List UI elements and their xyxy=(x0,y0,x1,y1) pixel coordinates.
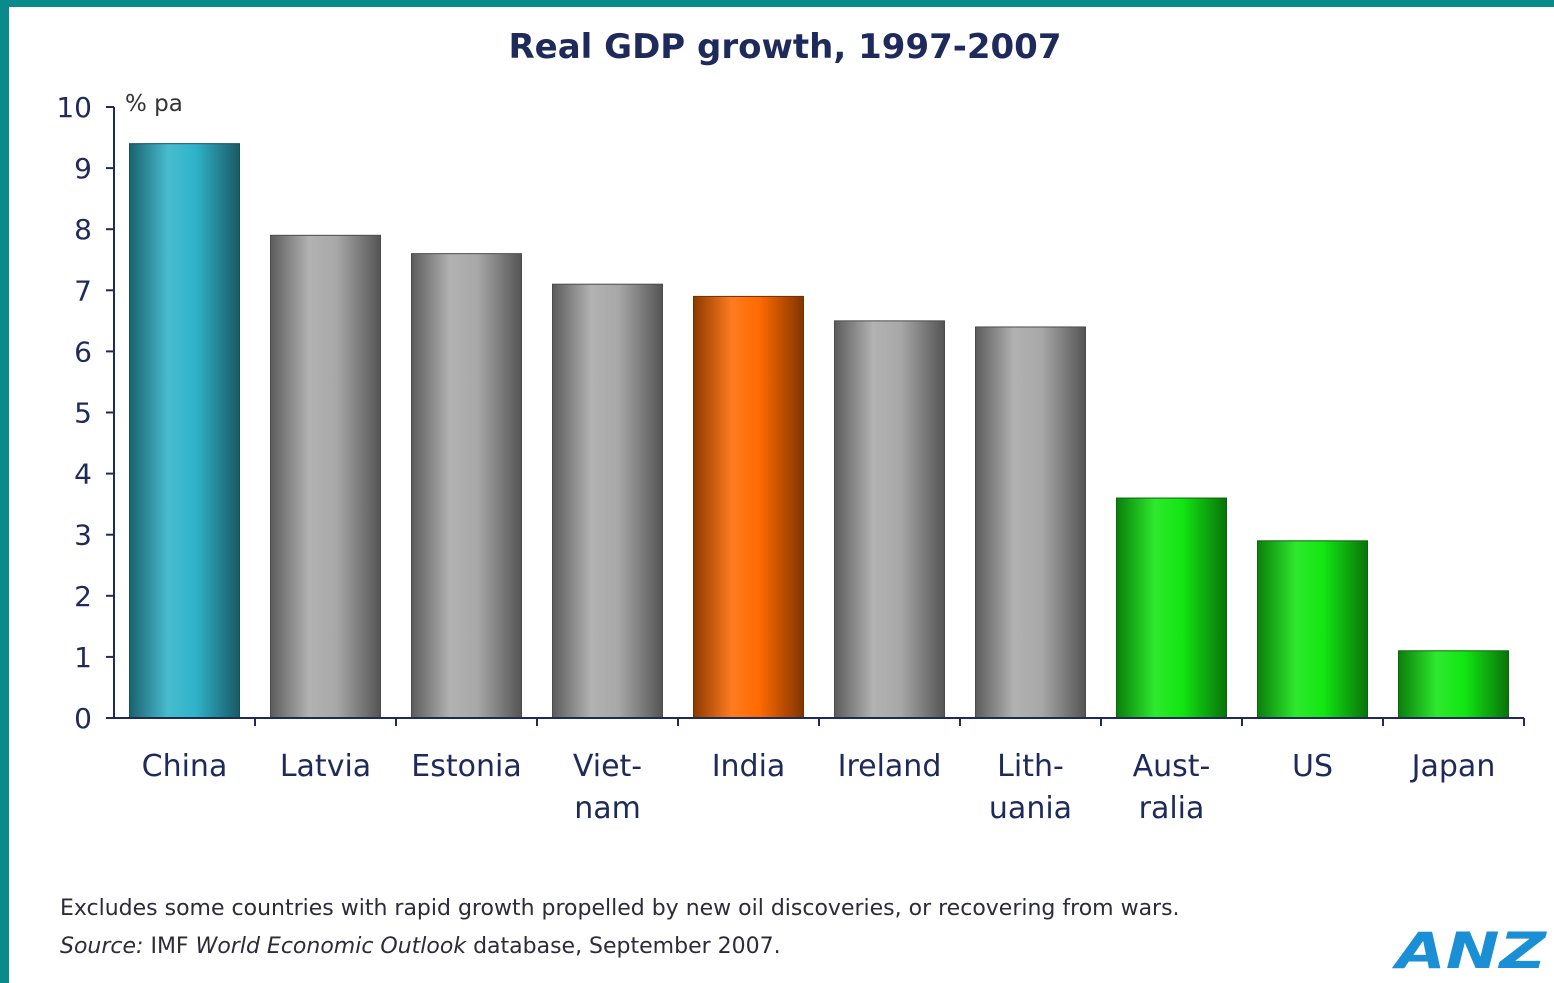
x-tick-label: Estonia xyxy=(411,749,521,784)
x-tick-label: Ireland xyxy=(838,749,942,784)
y-tick-label: 10 xyxy=(56,91,92,124)
source-mid: IMF xyxy=(143,934,196,959)
y-ticks-group: 0 1 2 3 4 5 6 7 8 9 10 xyxy=(56,91,114,735)
y-axis-unit-label: % pa xyxy=(125,91,183,117)
source-tail: database, September 2007. xyxy=(466,934,781,959)
bar xyxy=(1116,497,1227,719)
y-tick-label: 1 xyxy=(74,641,92,674)
x-tick-label: Japan xyxy=(1410,749,1496,784)
y-tick-label: 8 xyxy=(74,213,92,246)
bar xyxy=(270,234,381,719)
x-tick-label: Aust-ralia xyxy=(1133,749,1211,826)
bar xyxy=(411,253,522,719)
bar xyxy=(834,320,945,719)
x-tick-label: US xyxy=(1292,749,1333,784)
frame-left-border xyxy=(0,0,9,983)
source-label: Source: xyxy=(60,934,144,959)
x-tick-label: Lith-uania xyxy=(989,749,1072,826)
anz-logo: ANZ xyxy=(1392,922,1548,974)
bar xyxy=(552,283,663,719)
bar xyxy=(129,143,240,719)
y-tick-label: 0 xyxy=(74,702,92,735)
chart-title: Real GDP growth, 1997-2007 xyxy=(508,27,1061,67)
bar xyxy=(1257,540,1368,719)
bar xyxy=(1398,650,1509,719)
y-tick-label: 4 xyxy=(74,458,92,491)
bar xyxy=(975,326,1086,719)
x-labels-group: China Latvia Estonia Viet-nam India Ireland Li… xyxy=(142,749,1496,826)
y-tick-label: 5 xyxy=(74,397,92,430)
y-tick-label: 2 xyxy=(74,580,92,613)
y-tick-label: 7 xyxy=(74,274,92,307)
footer-note: Excludes some countries with rapid growt… xyxy=(60,896,1180,921)
bars-group xyxy=(129,143,1509,719)
y-tick-label: 3 xyxy=(74,519,92,552)
x-tick-label: India xyxy=(712,749,786,784)
y-tick-label: 9 xyxy=(74,152,92,185)
frame-top-border xyxy=(0,0,1554,7)
source-publication: World Economic Outlook xyxy=(195,934,467,959)
x-tick-label: Latvia xyxy=(280,749,371,784)
anz-logo-text: ANZ xyxy=(1392,922,1548,974)
bar xyxy=(693,295,804,719)
y-tick-label: 6 xyxy=(74,335,92,368)
x-tick-label: China xyxy=(142,749,228,784)
footer-source: Source: IMF World Economic Outlook datab… xyxy=(60,934,781,959)
x-tick-label: Viet-nam xyxy=(573,749,642,826)
